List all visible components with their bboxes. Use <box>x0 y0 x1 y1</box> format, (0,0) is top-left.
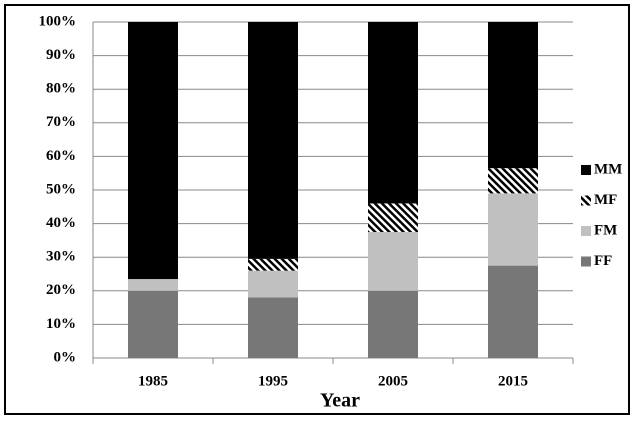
bar-segment <box>128 279 178 291</box>
legend-label: MF <box>594 192 617 208</box>
legend-swatch <box>581 195 591 206</box>
bar-segment <box>248 22 298 259</box>
x-tick-label: 2005 <box>378 373 408 389</box>
y-tick-label: 20% <box>46 282 76 298</box>
legend-swatch <box>581 226 591 236</box>
bar-segment <box>488 193 538 266</box>
y-tick-label: 0% <box>54 349 77 365</box>
legend-label: FM <box>594 222 617 238</box>
x-tick-label: 1985 <box>138 373 168 389</box>
y-tick-label: 60% <box>46 148 76 164</box>
bar-segment <box>128 22 178 280</box>
legend-swatch <box>581 256 591 267</box>
bar-segment <box>248 258 298 271</box>
x-tick-label: 2015 <box>498 373 528 389</box>
bar-segment <box>368 232 418 291</box>
legend-swatch <box>581 165 591 175</box>
bar-segment <box>488 168 538 194</box>
x-axis-title: Year <box>320 390 360 412</box>
y-tick-label: 90% <box>46 47 76 63</box>
y-tick-label: 10% <box>46 316 76 332</box>
bar-segment <box>128 290 178 358</box>
legend-label: FF <box>594 253 612 269</box>
y-tick-label: 70% <box>46 114 76 130</box>
y-tick-label: 100% <box>39 13 77 29</box>
y-tick-label: 30% <box>46 249 76 265</box>
bar-segment <box>368 22 418 204</box>
y-tick-label: 40% <box>46 215 76 231</box>
bar-segment <box>488 22 538 169</box>
legend-label: MM <box>594 161 622 177</box>
bar-segment <box>368 290 418 358</box>
bar-segment <box>248 270 298 298</box>
bar-segment <box>368 203 418 232</box>
bar-segment <box>488 265 538 358</box>
y-tick-label: 80% <box>46 81 76 97</box>
bar-segment <box>248 297 298 358</box>
y-tick-label: 50% <box>46 181 76 197</box>
x-tick-label: 1995 <box>258 373 288 389</box>
